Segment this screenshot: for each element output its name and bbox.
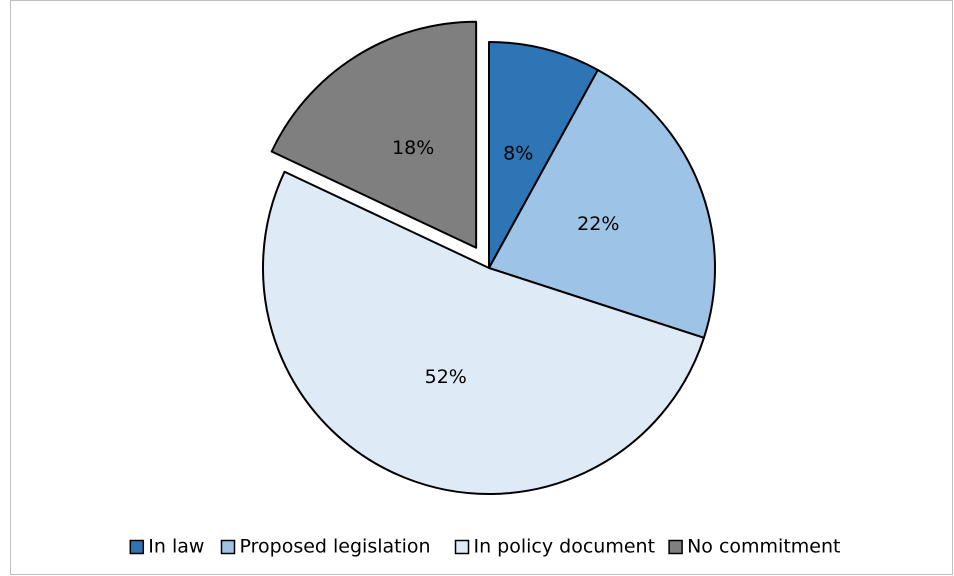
- data-label: 8%: [503, 143, 533, 165]
- data-label: 18%: [392, 137, 434, 159]
- legend-label: Proposed legislation: [240, 536, 431, 558]
- pie-slice: [488, 68, 716, 339]
- legend-label: In policy document: [474, 536, 656, 558]
- legend-swatch: [129, 539, 145, 555]
- legend-swatch: [454, 539, 470, 555]
- pie-slice: [488, 41, 599, 269]
- data-label: 52%: [425, 366, 467, 388]
- legend-label: In law: [148, 536, 204, 558]
- pie-slice: [270, 20, 478, 249]
- legend-swatch: [668, 539, 683, 555]
- data-label: 22%: [577, 213, 619, 235]
- pie-slice: [262, 170, 705, 495]
- legend-label: No commitment: [687, 536, 840, 558]
- legend-swatch: [220, 539, 236, 555]
